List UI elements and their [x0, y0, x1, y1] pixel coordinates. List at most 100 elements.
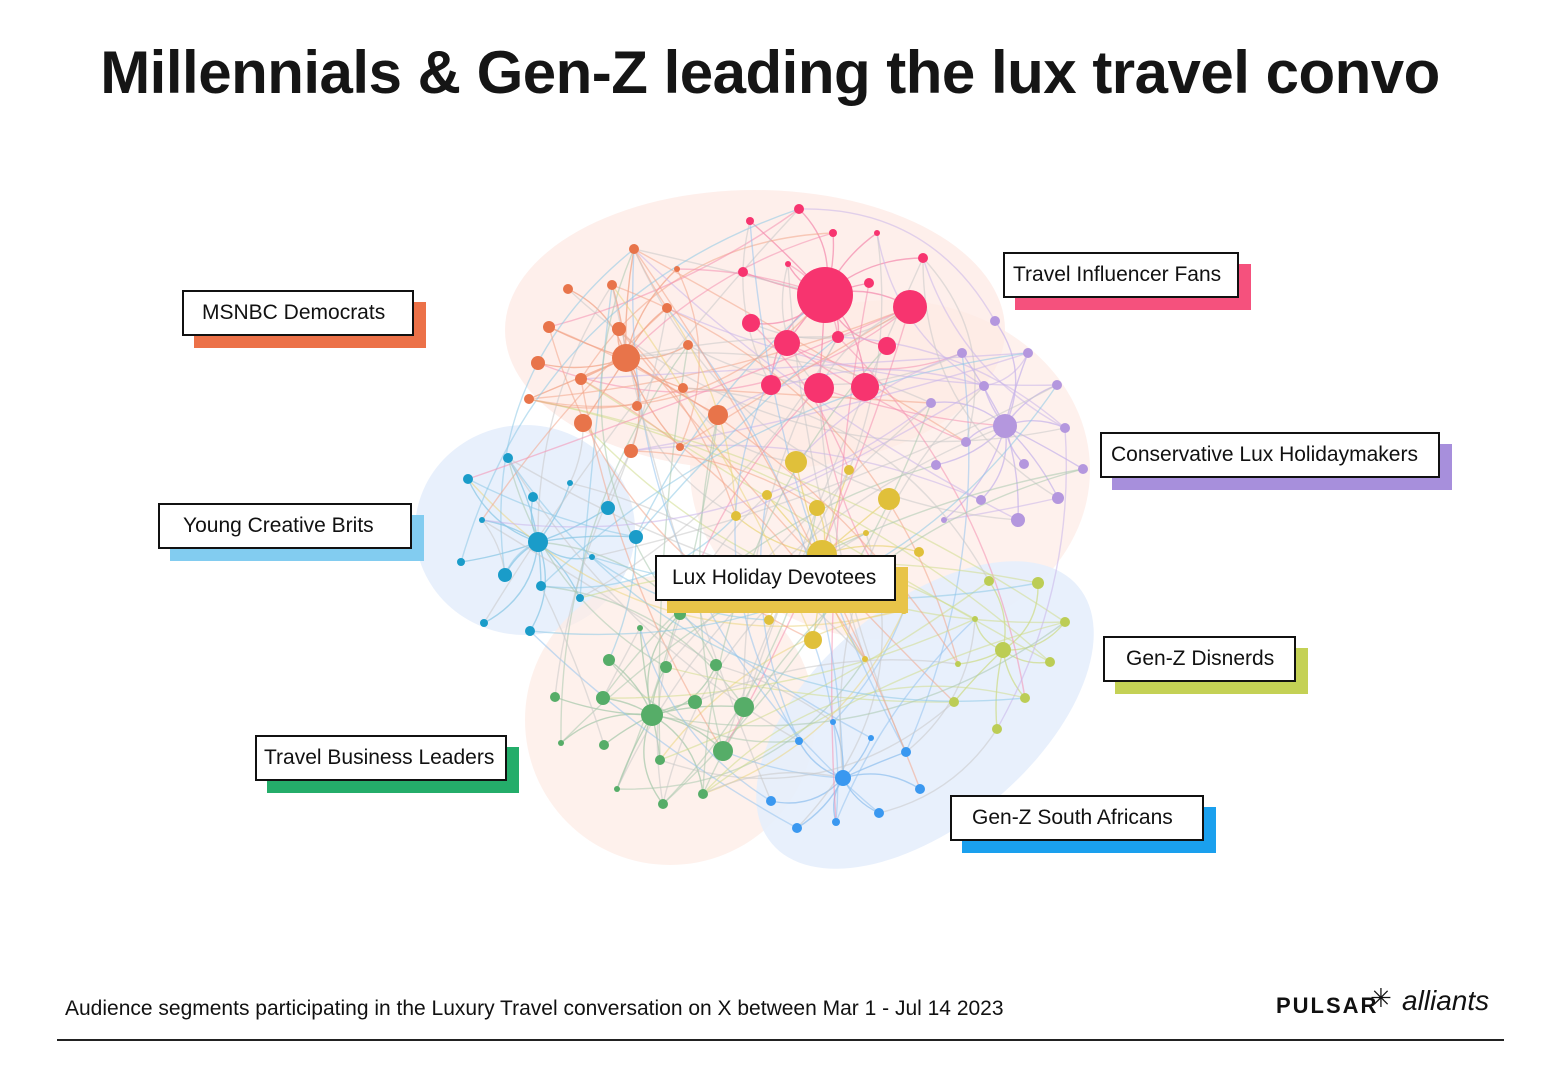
footer-divider — [57, 1039, 1504, 1041]
network-node — [893, 290, 927, 324]
network-edge — [818, 387, 1006, 427]
network-node — [660, 661, 672, 673]
network-edge — [467, 478, 539, 543]
segment-label-conservative-lux-holidaymakers: Conservative Lux Holidaymakers — [1100, 432, 1452, 490]
network-node — [914, 547, 924, 557]
network-node — [655, 755, 665, 765]
network-node — [1019, 459, 1029, 469]
network-edge — [467, 306, 911, 480]
network-edge — [662, 402, 932, 805]
network-node — [498, 568, 512, 582]
network-edge — [702, 621, 1066, 795]
network-node — [746, 217, 754, 225]
network-edge — [537, 284, 613, 543]
network-edge — [569, 482, 866, 660]
network-node — [674, 266, 680, 272]
network-node — [524, 394, 534, 404]
network-node — [1052, 380, 1062, 390]
network-edge — [625, 352, 932, 404]
network-node — [774, 330, 800, 356]
network-node — [835, 770, 851, 786]
network-edge — [630, 450, 818, 509]
network-node — [601, 501, 615, 515]
network-node — [525, 626, 535, 636]
segment-label-text: Travel Business Leaders — [255, 735, 507, 781]
network-node — [797, 267, 853, 323]
network-edge — [722, 750, 844, 779]
network-node — [1032, 577, 1044, 589]
network-node — [662, 303, 672, 313]
segment-label-gen-z-disnerds: Gen-Z Disnerds — [1103, 636, 1308, 694]
network-node — [683, 340, 693, 350]
network-node — [637, 625, 643, 631]
network-node — [676, 443, 684, 451]
network-node — [995, 642, 1011, 658]
network-edge — [528, 294, 826, 408]
network-node — [794, 204, 804, 214]
segment-label-text: Gen-Z South Africans — [950, 795, 1204, 841]
network-node — [976, 495, 986, 505]
network-node — [463, 474, 473, 484]
network-node — [915, 784, 925, 794]
network-edge — [702, 609, 905, 795]
network-edge — [507, 457, 667, 668]
network-edge — [1002, 582, 1039, 651]
network-node — [878, 337, 896, 355]
network-edge — [580, 352, 1029, 380]
network-node — [1052, 492, 1064, 504]
network-node — [603, 654, 615, 666]
network-edge — [591, 384, 1058, 558]
network-edge — [749, 220, 907, 753]
network-edge — [837, 336, 1026, 699]
network-node — [785, 261, 791, 267]
network-edge — [682, 387, 797, 463]
network-node — [918, 253, 928, 263]
network-node — [874, 808, 884, 818]
network-node — [563, 284, 573, 294]
network-edge — [717, 368, 985, 416]
segment-label-travel-business-leaders: Travel Business Leaders — [255, 735, 519, 793]
network-node — [536, 581, 546, 591]
network-edge — [832, 609, 905, 723]
cluster-bg-business — [525, 575, 815, 865]
network-edge — [702, 345, 888, 795]
alliants-wordmark: alliants — [1402, 985, 1490, 1016]
page-title: Millennials & Gen-Z leading the lux trav… — [100, 39, 1440, 106]
network-edge — [607, 307, 668, 509]
network-node — [1060, 423, 1070, 433]
network-edge — [540, 585, 605, 746]
network-node — [955, 661, 961, 667]
network-edge — [602, 618, 976, 699]
network-node — [804, 373, 834, 403]
network-node — [992, 724, 1002, 734]
network-node — [1023, 348, 1033, 358]
network-node — [688, 695, 702, 709]
segment-label-text: Conservative Lux Holidaymakers — [1100, 432, 1440, 478]
network-node — [658, 799, 668, 809]
network-edge — [467, 478, 905, 627]
network-node — [612, 322, 626, 336]
network-node — [575, 373, 587, 385]
network-node — [543, 321, 555, 333]
network-node — [941, 517, 947, 523]
network-edge — [742, 220, 772, 386]
network-node — [614, 786, 620, 792]
network-node — [809, 500, 825, 516]
network-edge — [540, 352, 1029, 587]
network-edge — [580, 378, 1051, 663]
network-node — [576, 594, 584, 602]
network-node — [589, 554, 595, 560]
network-edge — [635, 336, 839, 538]
network-node — [550, 692, 560, 702]
network-node — [531, 356, 545, 370]
network-edge — [922, 257, 1066, 429]
network-edge — [483, 208, 800, 624]
segment-label-text: MSNBC Democrats — [182, 290, 414, 336]
network-node — [641, 704, 663, 726]
network-edge — [633, 248, 921, 790]
network-edge — [630, 352, 1029, 452]
network-node — [863, 530, 869, 536]
network-node — [862, 656, 868, 662]
network-edge — [611, 284, 959, 665]
